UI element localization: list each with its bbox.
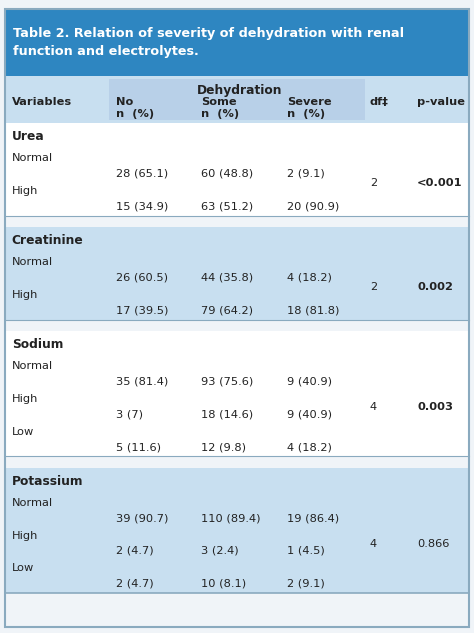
Text: 18 (14.6): 18 (14.6) <box>201 410 254 419</box>
Text: Urea: Urea <box>12 130 45 143</box>
Text: 26 (60.5): 26 (60.5) <box>116 273 168 282</box>
Text: High: High <box>12 290 38 300</box>
Text: 39 (90.7): 39 (90.7) <box>116 513 168 523</box>
Text: p-value: p-value <box>417 97 465 107</box>
Text: 2 (9.1): 2 (9.1) <box>287 579 325 589</box>
FancyBboxPatch shape <box>5 216 469 227</box>
Text: df‡: df‡ <box>370 97 389 107</box>
Text: High: High <box>12 186 38 196</box>
Text: 4: 4 <box>370 539 377 549</box>
Text: n  (%): n (%) <box>287 109 325 119</box>
FancyBboxPatch shape <box>5 9 469 76</box>
Text: <0.001: <0.001 <box>417 178 463 188</box>
Text: Potassium: Potassium <box>12 475 83 487</box>
Text: 3 (2.4): 3 (2.4) <box>201 546 239 556</box>
Text: Sodium: Sodium <box>12 338 63 351</box>
Text: Severe: Severe <box>287 97 331 107</box>
FancyBboxPatch shape <box>5 468 469 593</box>
Text: 12 (9.8): 12 (9.8) <box>201 442 246 452</box>
Text: 63 (51.2): 63 (51.2) <box>201 202 254 211</box>
Text: n  (%): n (%) <box>201 109 239 119</box>
Text: 2 (4.7): 2 (4.7) <box>116 579 154 589</box>
Text: 18 (81.8): 18 (81.8) <box>287 306 339 315</box>
Text: Variables: Variables <box>12 97 72 107</box>
Text: 5 (11.6): 5 (11.6) <box>116 442 161 452</box>
Text: Normal: Normal <box>12 361 53 371</box>
Text: High: High <box>12 394 38 404</box>
FancyBboxPatch shape <box>5 456 469 468</box>
Text: 44 (35.8): 44 (35.8) <box>201 273 254 282</box>
Text: 0.002: 0.002 <box>417 282 453 292</box>
Text: 4 (18.2): 4 (18.2) <box>287 442 332 452</box>
Text: Normal: Normal <box>12 153 53 163</box>
Text: 17 (39.5): 17 (39.5) <box>116 306 168 315</box>
FancyBboxPatch shape <box>5 227 469 320</box>
FancyBboxPatch shape <box>5 331 469 456</box>
Text: 10 (8.1): 10 (8.1) <box>201 579 246 589</box>
FancyBboxPatch shape <box>5 320 469 331</box>
Text: Low: Low <box>12 563 34 573</box>
Text: Normal: Normal <box>12 498 53 508</box>
Text: 110 (89.4): 110 (89.4) <box>201 513 261 523</box>
Text: 20 (90.9): 20 (90.9) <box>287 202 339 211</box>
Text: 4 (18.2): 4 (18.2) <box>287 273 332 282</box>
FancyBboxPatch shape <box>5 76 469 123</box>
Text: 2: 2 <box>370 178 377 188</box>
Text: 1 (4.5): 1 (4.5) <box>287 546 325 556</box>
Text: 9 (40.9): 9 (40.9) <box>287 410 332 419</box>
Text: Creatinine: Creatinine <box>12 234 83 247</box>
Text: 2 (9.1): 2 (9.1) <box>287 169 325 179</box>
Text: 93 (75.6): 93 (75.6) <box>201 377 254 386</box>
Text: Normal: Normal <box>12 257 53 267</box>
Text: Low: Low <box>12 427 34 437</box>
Text: Some: Some <box>201 97 237 107</box>
FancyBboxPatch shape <box>109 79 365 120</box>
Text: 35 (81.4): 35 (81.4) <box>116 377 168 386</box>
Text: 9 (40.9): 9 (40.9) <box>287 377 332 386</box>
Text: 0.866: 0.866 <box>417 539 449 549</box>
FancyBboxPatch shape <box>5 123 469 216</box>
Text: 0.003: 0.003 <box>417 402 453 412</box>
Text: 19 (86.4): 19 (86.4) <box>287 513 339 523</box>
Text: Dehydration: Dehydration <box>197 84 282 97</box>
Text: n  (%): n (%) <box>116 109 154 119</box>
Text: 60 (48.8): 60 (48.8) <box>201 169 254 179</box>
Text: 2 (4.7): 2 (4.7) <box>116 546 154 556</box>
Text: 3 (7): 3 (7) <box>116 410 143 419</box>
Text: 28 (65.1): 28 (65.1) <box>116 169 168 179</box>
Text: Table 2. Relation of severity of dehydration with renal
function and electrolyte: Table 2. Relation of severity of dehydra… <box>13 27 404 58</box>
Text: No: No <box>116 97 133 107</box>
Text: 15 (34.9): 15 (34.9) <box>116 202 168 211</box>
Text: 79 (64.2): 79 (64.2) <box>201 306 254 315</box>
Text: 2: 2 <box>370 282 377 292</box>
Text: 4: 4 <box>370 402 377 412</box>
Text: High: High <box>12 530 38 541</box>
